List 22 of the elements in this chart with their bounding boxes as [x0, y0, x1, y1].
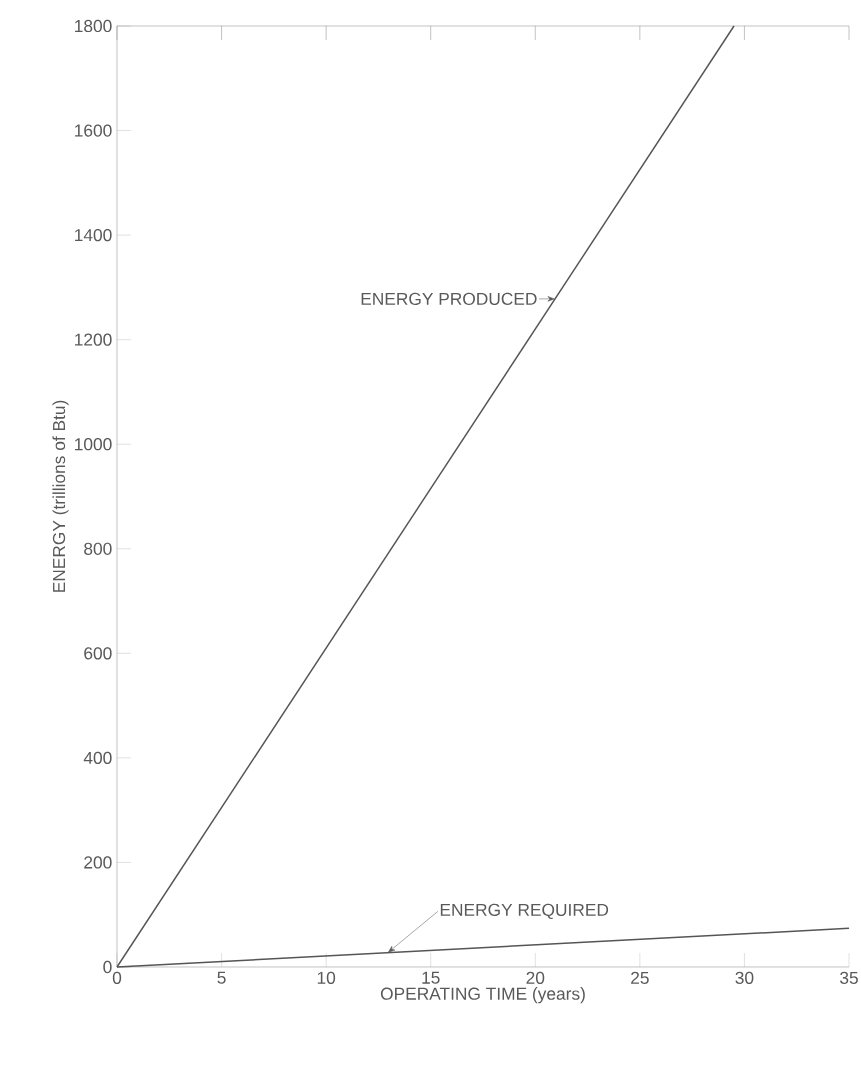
legend-label: ENERGY PRODUCED [361, 292, 537, 306]
y-tick-label: 800 [84, 542, 112, 555]
x-axis-title: OPERATING TIME (years) [380, 987, 585, 1004]
x-tick-label: 10 [317, 971, 336, 984]
y-tick-label: 200 [84, 856, 112, 869]
y-axis-title: ENERGY (trillions of Btu) [52, 400, 69, 592]
x-tick-label: 5 [217, 971, 226, 984]
x-tick-label: 15 [422, 971, 440, 984]
x-tick-label: 0 [112, 971, 122, 984]
y-tick-label: 600 [84, 647, 112, 660]
series-label: ENERGY REQUIRED [440, 903, 609, 920]
y-tick-label: 1000 [75, 438, 112, 451]
y-tick-label: 1600 [75, 124, 112, 137]
y-tick-label: 0 [103, 960, 112, 974]
x-tick-label: 20 [526, 971, 545, 984]
x-tick-label: 25 [631, 971, 649, 984]
y-tick-label: 1800 [75, 19, 112, 33]
y-tick-label: 1200 [75, 333, 112, 346]
x-tick-label: 35 [840, 971, 858, 984]
x-tick-label: 30 [735, 971, 754, 984]
y-tick-label: 400 [83, 751, 112, 765]
y-tick-label: 1400 [75, 228, 112, 242]
